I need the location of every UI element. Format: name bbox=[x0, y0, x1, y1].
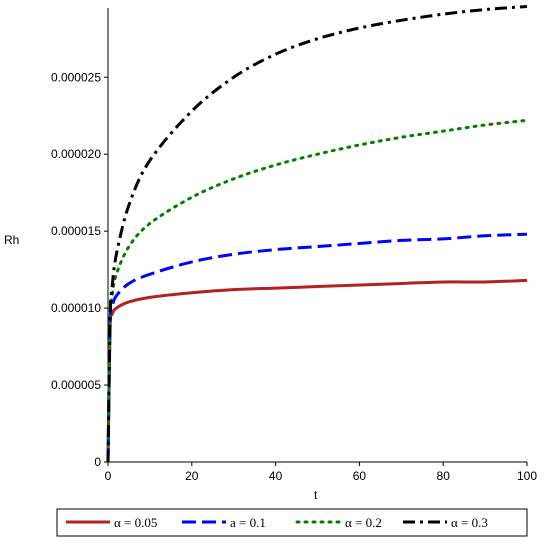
series-line-4 bbox=[106, 4, 528, 463]
x-tick-label: 0 bbox=[105, 469, 112, 483]
legend-label-1: α = 0.05 bbox=[114, 515, 157, 530]
series-line-3 bbox=[106, 118, 529, 464]
y-tick-label: 0.000010 bbox=[51, 301, 101, 315]
y-tick-label: 0.000015 bbox=[51, 224, 101, 238]
y-axis-label: Rh bbox=[4, 233, 19, 247]
x-axis-label: t bbox=[314, 488, 318, 502]
legend-label-3: α = 0.2 bbox=[345, 515, 382, 530]
axes: 0 0.000005 0.000010 0.000015 0.000020 0.00002… bbox=[51, 8, 537, 483]
series-line-2 bbox=[106, 232, 528, 463]
x-tick-label: 40 bbox=[269, 469, 283, 483]
y-tick-label: 0.000005 bbox=[51, 378, 101, 392]
series-layer bbox=[106, 4, 529, 464]
legend: α = 0.05 a = 0.1 α = 0.2 α = 0.3 bbox=[56, 508, 528, 537]
x-tick-label: 100 bbox=[517, 469, 537, 483]
y-tick-label: 0.000025 bbox=[51, 70, 101, 84]
series-line-1 bbox=[106, 278, 528, 463]
x-tick-label: 20 bbox=[185, 469, 199, 483]
y-tick-label: 0 bbox=[94, 455, 101, 469]
legend-box bbox=[56, 508, 528, 537]
legend-label-4: α = 0.3 bbox=[451, 515, 488, 530]
x-tick-label: 80 bbox=[437, 469, 451, 483]
y-tick-label: 0.000020 bbox=[51, 147, 101, 161]
legend-label-2: a = 0.1 bbox=[230, 515, 266, 530]
x-tick-label: 60 bbox=[353, 469, 367, 483]
